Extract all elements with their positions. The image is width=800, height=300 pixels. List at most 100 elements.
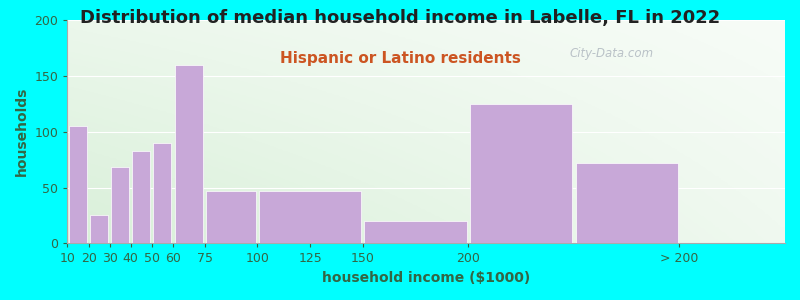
Bar: [67, 221, 785, 223]
Bar: [67, 103, 785, 105]
Bar: [67, 192, 785, 194]
Bar: [67, 40, 785, 42]
Bar: [67, 228, 785, 230]
Bar: [67, 98, 785, 101]
Bar: [67, 145, 785, 147]
Bar: [67, 53, 785, 56]
Bar: [67, 20, 785, 22]
Bar: [67, 190, 785, 192]
Bar: [67, 56, 785, 58]
Bar: [67, 36, 785, 38]
Y-axis label: households: households: [15, 87, 29, 176]
Bar: [67, 208, 785, 210]
Bar: [67, 125, 785, 127]
Bar: [67, 96, 785, 98]
Bar: [67, 141, 785, 143]
Bar: [111, 167, 129, 243]
Bar: [67, 85, 785, 87]
Bar: [67, 74, 785, 76]
Bar: [365, 221, 467, 243]
Bar: [67, 65, 785, 67]
Bar: [67, 49, 785, 51]
Bar: [67, 121, 785, 123]
Bar: [67, 132, 785, 134]
Bar: [174, 65, 203, 243]
Bar: [67, 185, 785, 188]
Bar: [67, 199, 785, 201]
Bar: [67, 80, 785, 83]
Bar: [67, 38, 785, 40]
Bar: [67, 165, 785, 167]
Bar: [67, 167, 785, 170]
Bar: [67, 156, 785, 158]
Bar: [259, 191, 362, 243]
Bar: [67, 94, 785, 96]
Bar: [67, 214, 785, 217]
Bar: [67, 226, 785, 228]
Bar: [67, 58, 785, 60]
Bar: [67, 78, 785, 80]
Bar: [67, 100, 785, 103]
Bar: [67, 223, 785, 226]
Bar: [67, 150, 785, 152]
Bar: [67, 219, 785, 221]
Bar: [67, 105, 785, 107]
Bar: [67, 25, 785, 27]
Bar: [67, 116, 785, 118]
Bar: [67, 67, 785, 69]
Bar: [67, 22, 785, 25]
Bar: [67, 136, 785, 138]
Bar: [67, 147, 785, 150]
Bar: [67, 69, 785, 71]
Bar: [69, 126, 87, 243]
Bar: [67, 110, 785, 112]
Bar: [67, 118, 785, 121]
Bar: [67, 237, 785, 239]
Bar: [67, 92, 785, 94]
Bar: [67, 51, 785, 53]
Bar: [67, 201, 785, 203]
Bar: [67, 210, 785, 212]
Bar: [67, 76, 785, 78]
Bar: [67, 71, 785, 74]
Bar: [67, 33, 785, 36]
Bar: [67, 112, 785, 114]
Bar: [470, 104, 572, 243]
Bar: [67, 62, 785, 65]
Bar: [67, 82, 785, 85]
Bar: [67, 89, 785, 92]
Bar: [67, 31, 785, 33]
Bar: [67, 107, 785, 110]
Bar: [67, 163, 785, 165]
Bar: [67, 178, 785, 181]
Bar: [67, 130, 785, 132]
Bar: [67, 188, 785, 190]
Bar: [132, 151, 150, 243]
Bar: [67, 181, 785, 183]
Bar: [67, 152, 785, 154]
Bar: [67, 134, 785, 136]
Bar: [67, 114, 785, 116]
Bar: [67, 232, 785, 235]
Bar: [90, 215, 108, 243]
Bar: [67, 127, 785, 130]
Text: Hispanic or Latino residents: Hispanic or Latino residents: [279, 51, 521, 66]
Bar: [67, 194, 785, 196]
Bar: [67, 203, 785, 206]
Bar: [67, 47, 785, 49]
Bar: [67, 212, 785, 214]
Bar: [67, 206, 785, 208]
Bar: [67, 123, 785, 125]
Bar: [67, 27, 785, 29]
Bar: [67, 174, 785, 176]
Bar: [67, 42, 785, 45]
X-axis label: household income ($1000): household income ($1000): [322, 271, 530, 285]
Bar: [67, 29, 785, 31]
Bar: [67, 161, 785, 163]
Bar: [67, 138, 785, 141]
Bar: [67, 87, 785, 89]
Bar: [67, 235, 785, 237]
Bar: [67, 230, 785, 232]
Bar: [67, 217, 785, 219]
Bar: [67, 183, 785, 185]
